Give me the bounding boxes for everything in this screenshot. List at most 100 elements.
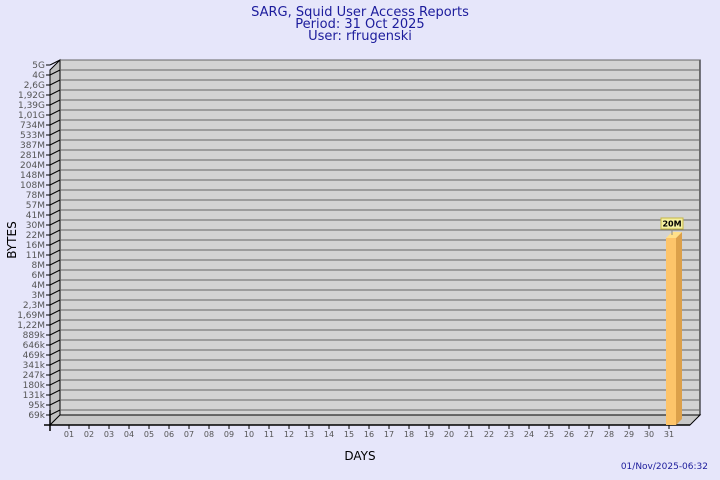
x-tick-label: 11 [264,430,274,439]
y-tick-diagonal [49,149,61,156]
y-tick-diagonal [49,189,61,196]
y-tick-diagonal [49,359,61,366]
y-tick-label: 2,6G [24,81,45,91]
x-tick-label: 01 [64,430,74,439]
bar-value-label: 20M [662,219,681,228]
y-tick-diagonal [49,79,61,86]
y-tick-label: 16M [26,241,45,251]
y-tick-diagonal [49,209,61,216]
y-tick-diagonal [49,339,61,346]
y-tick-label: 387M [20,141,45,151]
y-tick-label: 30M [26,221,45,231]
x-tick-label: 26 [564,430,574,439]
x-tick-label: 10 [244,430,254,439]
x-tick-label: 30 [644,430,654,439]
y-tick-label: 341k [23,361,46,371]
x-tick-label: 18 [404,430,414,439]
y-tick-diagonal [49,379,61,386]
y-tick-label: 1,69M [17,311,45,321]
y-tick-label: 3M [32,291,46,301]
y-tick-diagonal [49,269,61,276]
y-tick-diagonal [49,119,61,126]
bar-side [676,231,682,425]
x-tick-label: 09 [224,430,234,439]
y-tick-label: 11M [26,251,45,261]
y-tick-diagonal [49,389,61,396]
y-tick-label: 8M [32,261,46,271]
x-tick-label: 04 [124,430,134,439]
y-tick-label: 889k [23,331,46,341]
y-tick-diagonal [49,409,61,416]
y-tick-label: 69k [28,411,45,421]
y-tick-diagonal [49,159,61,166]
y-tick-label: 78M [26,191,45,201]
x-tick-label: 31 [664,430,674,439]
y-tick-label: 1,22M [17,321,45,331]
y-tick-diagonal [49,289,61,296]
x-tick-label: 13 [304,430,314,439]
x-tick-label: 05 [144,430,154,439]
y-tick-label: 5G [32,61,45,71]
y-tick-label: 95k [28,401,45,411]
y-tick-label: 734M [20,121,45,131]
y-tick-label: 41M [26,211,45,221]
y-tick-label: 533M [20,131,45,141]
x-tick-label: 21 [464,430,474,439]
y-tick-label: 469k [23,351,46,361]
y-tick-label: 1,01G [18,111,45,121]
y-tick-diagonal [49,259,61,266]
y-tick-diagonal [49,329,61,336]
y-tick-label: 180k [23,381,46,391]
y-tick-diagonal [49,179,61,186]
y-tick-label: 108M [20,181,45,191]
y-tick-diagonal [49,89,61,96]
y-tick-diagonal [49,299,61,306]
y-tick-label: 1,39G [18,101,45,111]
y-tick-label: 2,3M [23,301,45,311]
y-tick-label: 204M [20,161,45,171]
y-tick-diagonal [49,319,61,326]
y-tick-label: 4M [32,281,46,291]
chart-period: Period: 31 Oct 2025 [295,17,424,32]
x-tick-label: 25 [544,430,554,439]
y-tick-diagonal [49,249,61,256]
bar-label-box [660,217,684,230]
plot-floor [48,414,702,426]
x-tick-label: 03 [104,430,114,439]
y-tick-diagonal [49,279,61,286]
x-tick-label: 15 [344,430,354,439]
y-tick-diagonal [49,229,61,236]
x-tick-label: 23 [504,430,514,439]
y-tick-diagonal [49,169,61,176]
y-tick-diagonal [49,349,61,356]
y-tick-diagonal [49,109,61,116]
x-tick-label: 19 [424,430,434,439]
y-tick-diagonal [49,239,61,246]
y-axis-label: BYTES [5,221,19,258]
x-tick-label: 07 [184,430,194,439]
x-tick-label: 20 [444,430,454,439]
bar [666,237,676,425]
y-tick-diagonal [49,59,61,66]
x-tick-label: 29 [624,430,634,439]
bar-top [666,231,682,238]
y-tick-label: 6M [32,271,46,281]
x-tick-label: 28 [604,430,614,439]
x-tick-label: 16 [364,430,374,439]
x-tick-label: 27 [584,430,594,439]
y-tick-diagonal [49,129,61,136]
y-tick-diagonal [49,69,61,76]
x-tick-label: 08 [204,430,214,439]
chart-title: SARG, Squid User Access Reports [251,5,469,20]
plot-back-wall [59,59,701,416]
y-tick-label: 131k [23,391,46,401]
y-tick-diagonal [49,369,61,376]
y-tick-diagonal [49,309,61,316]
x-tick-label: 14 [324,430,334,439]
y-tick-label: 148M [20,171,45,181]
x-tick-label: 17 [384,430,394,439]
generated-timestamp: 01/Nov/2025-06:32 [621,462,708,472]
y-tick-diagonal [49,139,61,146]
y-tick-label: 1,92G [18,91,45,101]
